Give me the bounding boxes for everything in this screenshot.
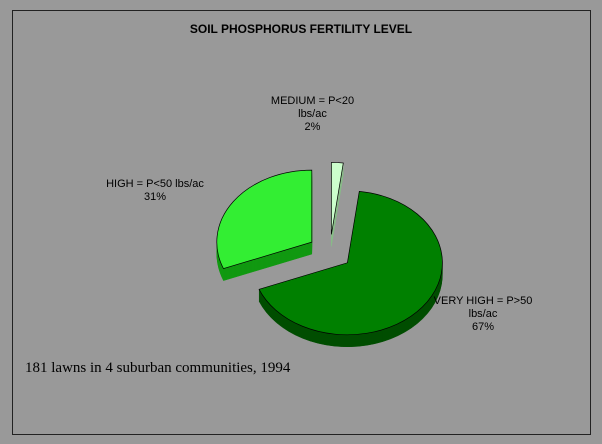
note: 181 lawns in 4 suburban communities, 199… — [25, 360, 291, 376]
slice — [331, 162, 344, 235]
category-label: MEDIUM = P<20 lbs/ac — [270, 95, 355, 120]
value-label: 2% — [304, 121, 321, 133]
category-label: HIGH = P<50 lbs/ac — [106, 178, 204, 190]
frame — [12, 10, 591, 435]
chart-title: SOIL PHOSPHORUS FERTILITY LEVEL — [189, 22, 413, 36]
slice-label: HIGH = P<50 lbs/ac 31% — [80, 178, 230, 204]
slice-label: VERY HIGH = P>50 lbs/ac 67% — [428, 295, 538, 334]
value-label: 67% — [471, 321, 495, 333]
category-label: VERY HIGH = P>50 lbs/ac — [433, 295, 533, 320]
slice — [258, 190, 443, 336]
slice — [216, 169, 313, 270]
slice-label: MEDIUM = P<20 lbs/ac 2% — [265, 95, 360, 134]
value-label: 31% — [143, 191, 167, 203]
